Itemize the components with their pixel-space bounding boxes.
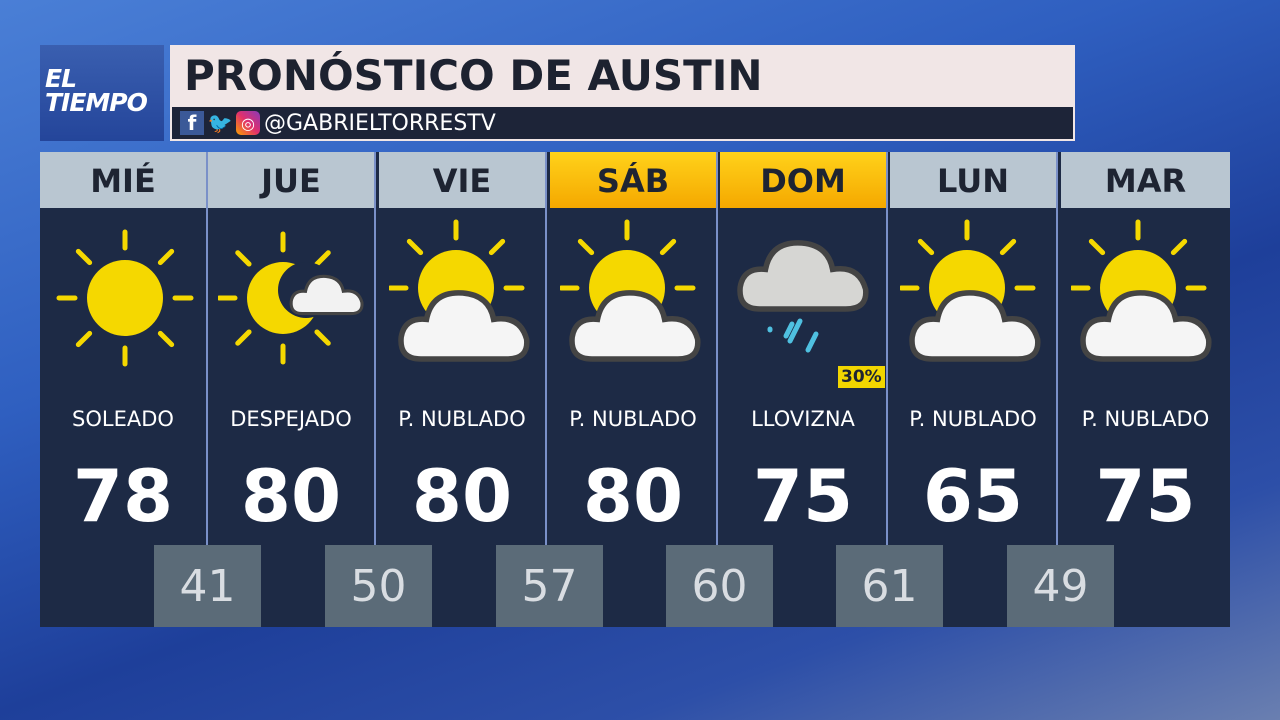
- day-label: JUE: [208, 152, 374, 208]
- low-temp: 49: [1007, 545, 1114, 627]
- logo-line1: EL: [45, 64, 77, 93]
- social-bar: f 🐦 ◎ @GABRIELTORRESTV: [170, 107, 1075, 141]
- day-label: SÁB: [550, 152, 716, 208]
- day-label: LUN: [890, 152, 1056, 208]
- high-temp: 75: [1095, 454, 1196, 538]
- partly-cloudy-icon: [560, 219, 701, 362]
- twitter-icon: 🐦: [207, 111, 233, 135]
- condition-label: LLOVIZNA: [751, 407, 855, 431]
- low-temp: 41: [154, 545, 261, 627]
- moon-cloud-icon: [218, 231, 364, 365]
- day-label: MIÉ: [40, 152, 206, 208]
- high-temp: 75: [752, 454, 854, 538]
- partly-cloudy-icon: [389, 219, 530, 362]
- condition-label: P. NUBLADO: [398, 407, 526, 431]
- day-column-0: MIÉ SOLEADO 78: [40, 152, 208, 627]
- day-label: MAR: [1061, 152, 1230, 208]
- day-column-3: SÁB P. NUBLADO 80: [550, 152, 718, 627]
- social-handle: @GABRIELTORRESTV: [264, 110, 496, 136]
- high-temp: 80: [582, 454, 684, 538]
- day-column-1: JUE DESPEJADO 80: [208, 152, 376, 627]
- day-label: DOM: [720, 152, 886, 208]
- condition-label: SOLEADO: [72, 407, 174, 431]
- facebook-icon: f: [180, 111, 204, 135]
- low-temp: 57: [496, 545, 603, 627]
- day-column-2: VIE P. NUBLADO 80: [379, 152, 547, 627]
- day-column-6: MAR P. NUBLADO 75: [1061, 152, 1230, 627]
- condition-label: P. NUBLADO: [1081, 407, 1210, 431]
- low-temp: 61: [836, 545, 943, 627]
- partly-cloudy-icon: [900, 219, 1041, 362]
- day-label: VIE: [379, 152, 545, 208]
- high-temp: 80: [411, 454, 513, 538]
- page-title: PRONÓSTICO DE AUSTIN: [170, 45, 1075, 107]
- condition-label: P. NUBLADO: [909, 407, 1037, 431]
- sunny-icon: [56, 229, 194, 367]
- partly-cloudy-icon: [1071, 219, 1212, 362]
- high-temp: 80: [240, 454, 342, 538]
- high-temp: 65: [922, 454, 1024, 538]
- low-temp: 50: [325, 545, 432, 627]
- condition-label: P. NUBLADO: [569, 407, 697, 431]
- precip-chance: 30%: [838, 366, 885, 388]
- day-column-4: DOM 30% LLOVIZNA 75: [720, 152, 888, 627]
- day-column-5: LUN P. NUBLADO 65: [890, 152, 1058, 627]
- high-temp: 78: [72, 454, 174, 538]
- drizzle-icon: [737, 240, 869, 353]
- logo-line2: TIEMPO: [45, 88, 148, 117]
- forecast-grid: MIÉ SOLEADO 78 41 JUE DESPEJADO 80 50 VIE P.…: [40, 152, 1230, 627]
- instagram-icon: ◎: [236, 111, 260, 135]
- condition-label: DESPEJADO: [230, 407, 352, 431]
- low-temp: 60: [666, 545, 773, 627]
- el-tiempo-logo: EL TIEMPO: [40, 45, 164, 141]
